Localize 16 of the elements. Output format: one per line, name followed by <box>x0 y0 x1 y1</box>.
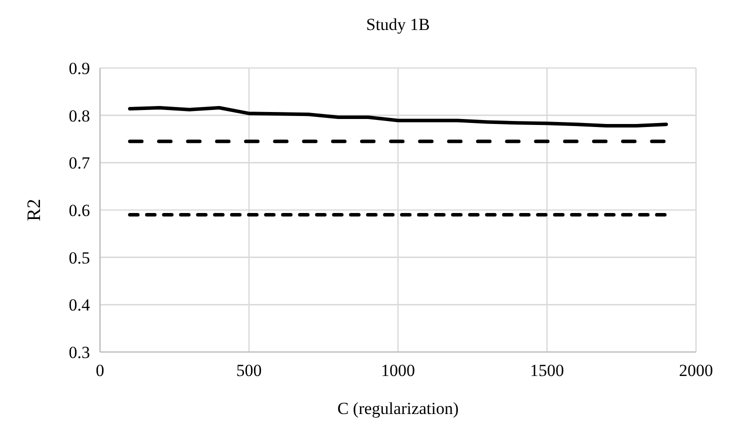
y-tick-label: 0.7 <box>68 154 90 173</box>
y-tick-label: 0.6 <box>68 200 90 220</box>
x-axis-title: C (regularization) <box>337 399 459 418</box>
x-tick-label: 1500 <box>530 361 564 380</box>
x-tick-label: 500 <box>236 361 262 380</box>
y-tick-label: 0.8 <box>68 106 90 126</box>
y-tick-label: 0.5 <box>68 248 90 268</box>
x-tick-label: 1000 <box>381 361 415 380</box>
y-tick-label: 0.9 <box>68 58 90 78</box>
line-series <box>128 106 668 128</box>
chart-title: Study 1B <box>366 15 430 34</box>
y-tick-label: 0.3 <box>68 342 90 362</box>
y-axis-title: R2 <box>24 198 45 222</box>
x-tick-label: 0 <box>96 361 104 380</box>
y-tick-label: 0.4 <box>68 296 90 315</box>
x-tick-label: 2000 <box>679 361 713 380</box>
